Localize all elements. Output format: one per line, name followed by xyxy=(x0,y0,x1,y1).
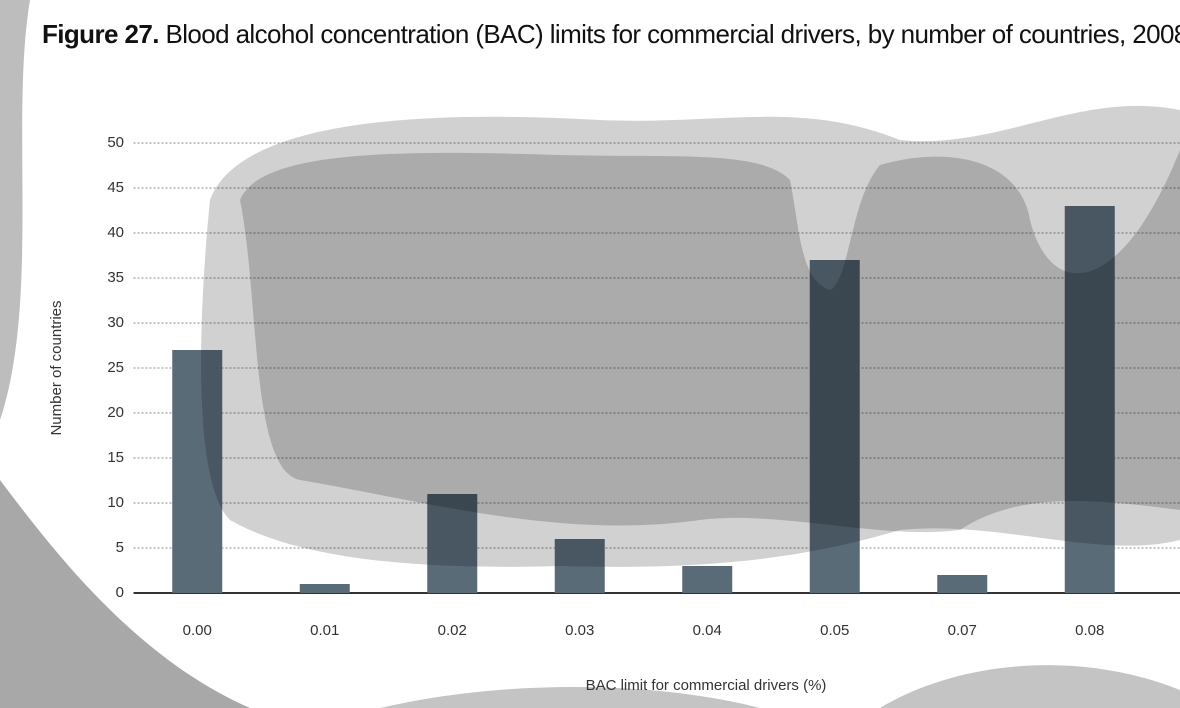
chart-title: Figure 27. Blood alcohol concentration (… xyxy=(42,16,1180,52)
x-tick-label: 0.05 xyxy=(820,622,849,639)
y-tick-label: 0 xyxy=(116,584,124,601)
shape xyxy=(380,687,760,708)
y-tick-label: 20 xyxy=(107,404,124,421)
y-tick-label: 5 xyxy=(116,539,124,556)
x-tick-label: 0.01 xyxy=(310,622,339,639)
bar xyxy=(427,494,478,593)
y-tick-label: 25 xyxy=(107,359,124,376)
title-text: Blood alcohol concentration (BAC) limits… xyxy=(165,19,1180,49)
y-axis-title: Number of countries xyxy=(48,300,65,435)
shape xyxy=(0,0,30,420)
x-tick-label: 0.08 xyxy=(1075,622,1104,639)
bar xyxy=(554,539,605,593)
bar xyxy=(682,566,733,593)
overlay-shapes xyxy=(201,105,1180,567)
bar xyxy=(937,575,988,593)
y-tick-label: 40 xyxy=(107,224,124,241)
x-tick-label: 0.03 xyxy=(565,622,594,639)
y-tick-label: 50 xyxy=(107,134,124,151)
overlay-inner xyxy=(240,150,1180,533)
bar xyxy=(809,260,860,593)
bar xyxy=(299,584,350,593)
bar xyxy=(172,350,223,593)
y-tick-label: 10 xyxy=(107,494,124,511)
y-tick-label: 30 xyxy=(107,314,124,331)
y-tick-label: 35 xyxy=(107,269,124,286)
shape xyxy=(880,665,1180,708)
figure-label: Figure 27. xyxy=(42,19,159,49)
x-tick-label: 0.00 xyxy=(183,622,212,639)
overlay-outer xyxy=(201,105,1180,567)
x-tick-label: 0.04 xyxy=(693,622,722,639)
y-tick-label: 45 xyxy=(107,179,124,196)
x-tick-label: 0.07 xyxy=(948,622,977,639)
y-tick-label: 15 xyxy=(107,449,124,466)
x-tick-label: 0.02 xyxy=(438,622,467,639)
bar xyxy=(1064,206,1115,593)
shape xyxy=(0,480,250,708)
x-axis-title: BAC limit for commercial drivers (%) xyxy=(586,677,827,694)
